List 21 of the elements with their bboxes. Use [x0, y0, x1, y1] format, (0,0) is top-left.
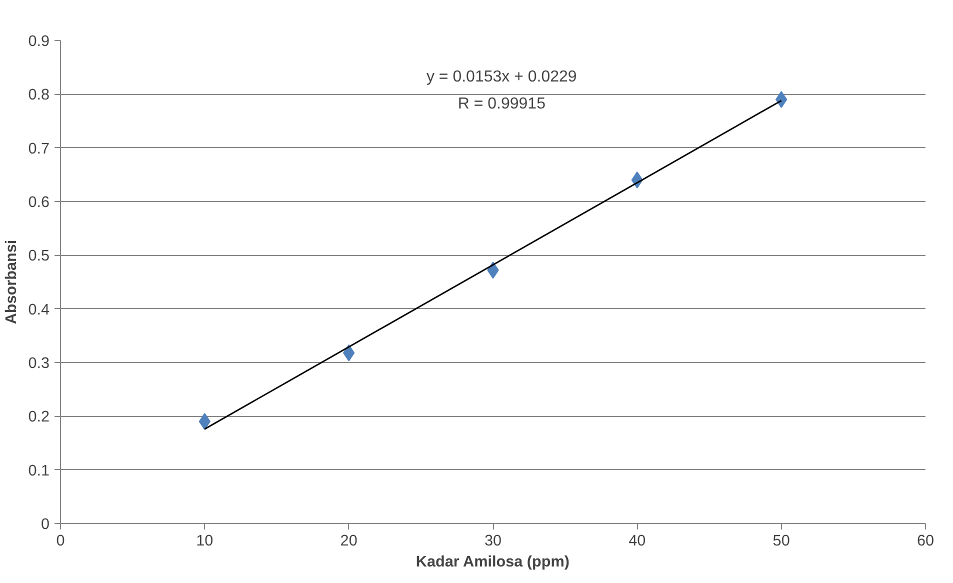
y-tick-label: 0.3: [28, 355, 50, 372]
x-tick-label: 30: [484, 532, 502, 550]
y-tick-label: 0.9: [28, 33, 50, 50]
x-tick-label: 40: [628, 532, 646, 550]
y-tick-label: 0.8: [28, 86, 50, 104]
x-axis-title: Kadar Amilosa (ppm): [416, 554, 570, 570]
y-tick-label: 0.2: [28, 408, 50, 426]
annotation: R = 0.99915: [458, 95, 546, 112]
y-tick-label: 0.1: [28, 462, 50, 480]
y-tick-label: 0.6: [28, 194, 50, 211]
x-tick-label: 50: [772, 532, 790, 550]
annotation: y = 0.0153x + 0.0229: [426, 68, 577, 86]
y-axis-title: Absorbansi: [3, 240, 20, 324]
y-tick-label: 0.7: [28, 140, 50, 158]
y-tick-label: 0: [40, 516, 50, 533]
x-tick-label: 10: [196, 532, 214, 550]
y-tick-label: 0.5: [28, 248, 50, 265]
x-tick-label: 60: [916, 532, 934, 550]
x-tick-label: 20: [340, 532, 358, 550]
x-tick-label: 0: [56, 532, 65, 550]
y-tick-label: 0.4: [28, 301, 50, 318]
